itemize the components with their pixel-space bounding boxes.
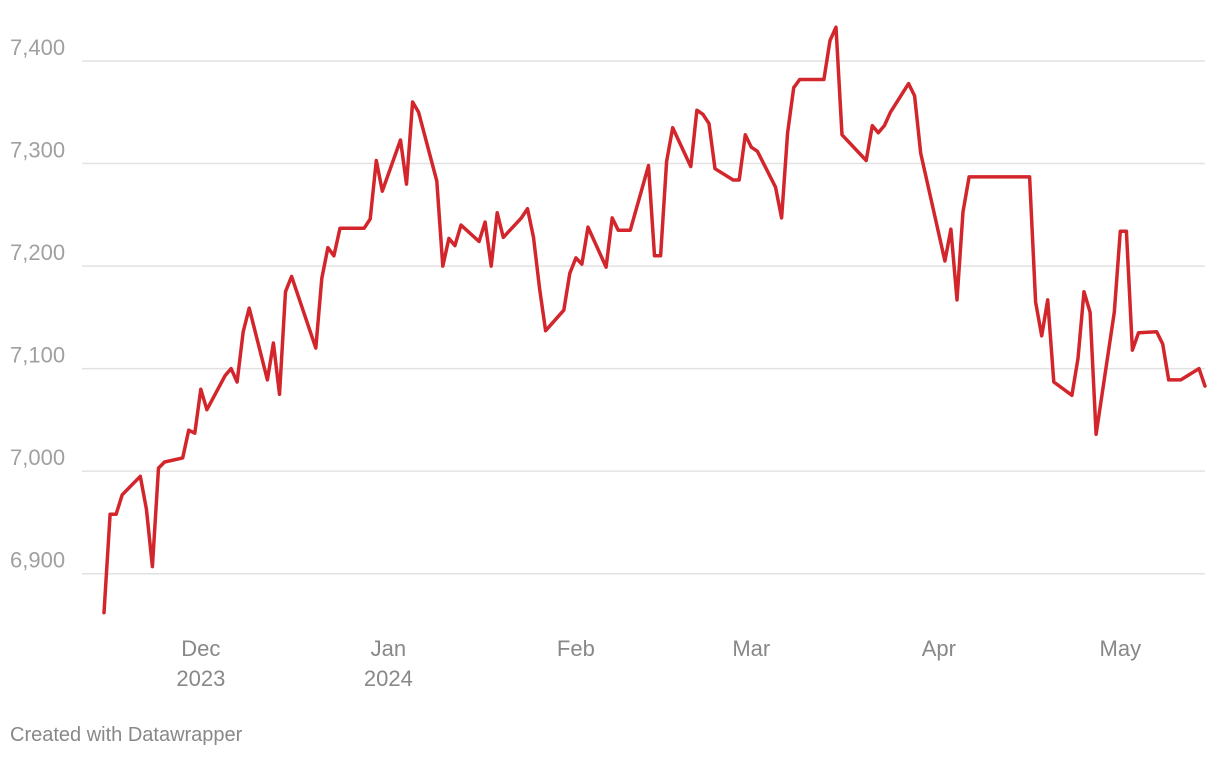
- x-tick-label: May: [1100, 636, 1142, 661]
- x-tick-label: Feb: [557, 636, 595, 661]
- y-tick-label: 7,200: [10, 240, 65, 265]
- x-tick-label: Dec: [181, 636, 220, 661]
- datawrapper-credit: Created with Datawrapper: [10, 724, 243, 746]
- y-tick-label: 7,400: [10, 35, 65, 60]
- y-tick-label: 7,000: [10, 445, 65, 470]
- x-tick-label: Jan: [371, 636, 406, 661]
- y-tick-label: 7,100: [10, 343, 65, 368]
- x-tick-year-label: 2024: [364, 666, 413, 691]
- series-line-0: [102, 25, 1207, 615]
- y-tick-label: 6,900: [10, 548, 65, 573]
- x-tick-label: Mar: [732, 636, 770, 661]
- x-tick-label: Apr: [922, 636, 956, 661]
- series-layer: [102, 25, 1207, 615]
- y-tick-label: 7,300: [10, 138, 65, 163]
- x-axis-tick-labels: Dec 2023 Jan 2024 Feb Mar Apr May: [176, 636, 1141, 691]
- y-axis-tick-labels: 6,900 7,000 7,100 7,200 7,300 7,400: [10, 35, 65, 573]
- x-tick-year-label: 2023: [176, 666, 225, 691]
